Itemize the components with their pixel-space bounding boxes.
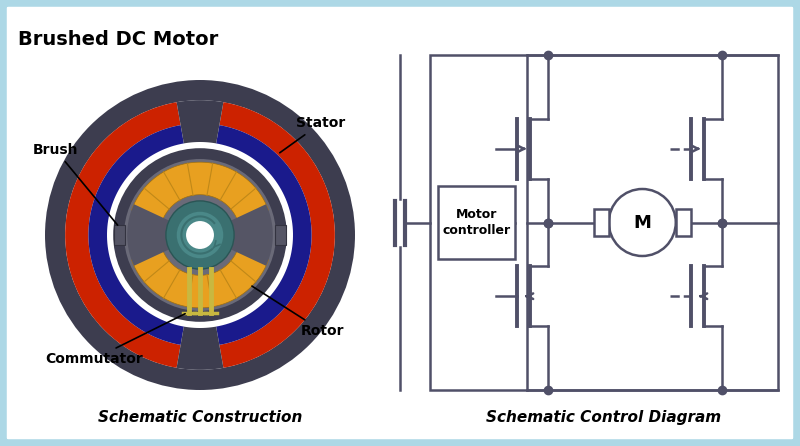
Polygon shape bbox=[131, 162, 269, 221]
Bar bbox=[438, 186, 514, 260]
Polygon shape bbox=[177, 326, 223, 370]
Polygon shape bbox=[127, 204, 169, 266]
Text: Rotor: Rotor bbox=[252, 286, 344, 338]
Text: M: M bbox=[634, 214, 651, 231]
Circle shape bbox=[114, 148, 287, 322]
Polygon shape bbox=[65, 102, 181, 368]
Text: Motor
controller: Motor controller bbox=[442, 208, 510, 236]
Bar bbox=[114, 225, 125, 245]
Circle shape bbox=[45, 80, 355, 390]
Polygon shape bbox=[216, 125, 311, 345]
Polygon shape bbox=[177, 100, 223, 144]
Circle shape bbox=[65, 100, 335, 370]
Text: Schematic Construction: Schematic Construction bbox=[98, 410, 302, 425]
Text: Schematic Control Diagram: Schematic Control Diagram bbox=[486, 410, 722, 425]
Text: Stator: Stator bbox=[280, 116, 346, 153]
Text: Brushed DC Motor: Brushed DC Motor bbox=[18, 30, 218, 49]
Polygon shape bbox=[131, 249, 269, 308]
FancyBboxPatch shape bbox=[4, 4, 796, 442]
Circle shape bbox=[124, 159, 276, 311]
Polygon shape bbox=[219, 102, 335, 368]
Circle shape bbox=[177, 212, 223, 258]
Bar bbox=[275, 225, 286, 245]
Bar bbox=[430, 55, 778, 390]
Bar bbox=[676, 209, 691, 236]
Circle shape bbox=[186, 221, 214, 249]
Polygon shape bbox=[89, 125, 184, 345]
Circle shape bbox=[609, 189, 676, 256]
Text: Brush: Brush bbox=[33, 143, 118, 225]
Text: Commutator: Commutator bbox=[45, 314, 185, 366]
Circle shape bbox=[166, 201, 234, 269]
Bar bbox=[594, 209, 609, 236]
Polygon shape bbox=[231, 204, 273, 266]
